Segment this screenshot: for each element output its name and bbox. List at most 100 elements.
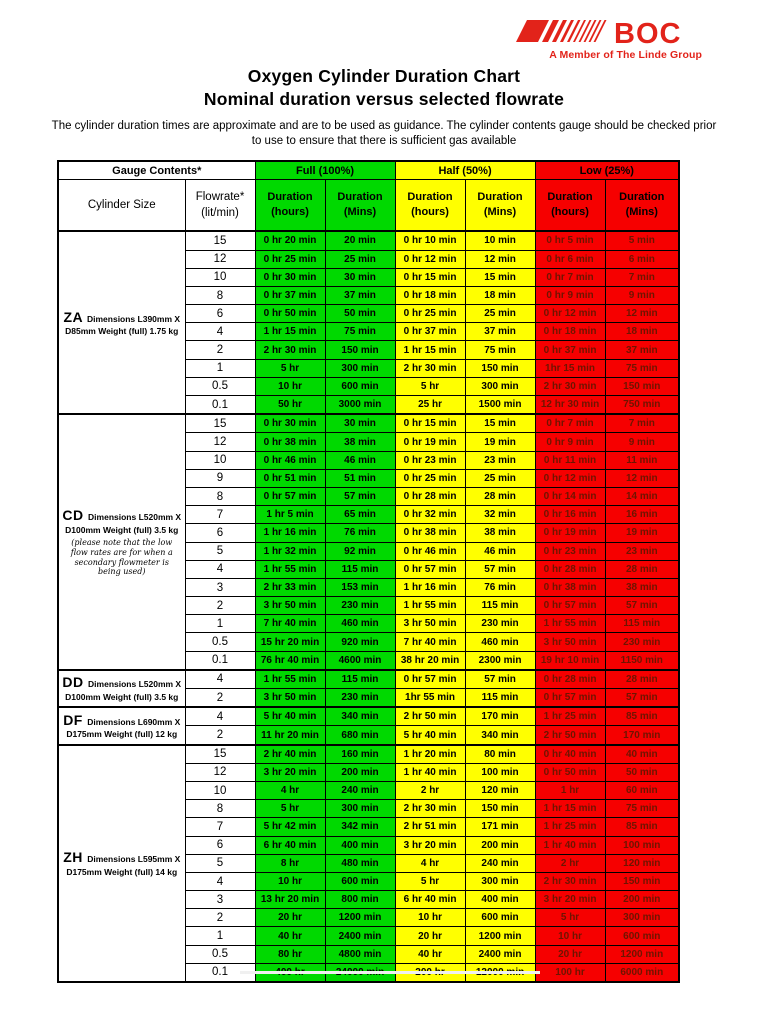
duration-cell: 25 min — [324, 249, 396, 269]
duration-cell: 50 min — [604, 762, 680, 782]
duration-cell: 0 hr 57 min — [394, 668, 466, 690]
duration-cell: 2 hr — [534, 853, 606, 873]
duration-cell: 1 hr 55 min — [534, 614, 606, 634]
duration-cell: 170 min — [604, 725, 680, 746]
duration-cell: 5 hr — [254, 358, 326, 378]
duration-cell: 37 min — [324, 285, 396, 306]
table-row: ZH Dimensions L595mm X D175mm Weight (ful… — [57, 743, 680, 983]
flowrate-cell: 1 — [184, 358, 256, 378]
flowrate-cell: 8 — [184, 486, 256, 507]
duration-cell: 300 min — [464, 376, 536, 397]
duration-cell: 12 hr 30 min — [534, 395, 606, 415]
duration-cell: 5 hr — [534, 908, 606, 928]
duration-cell: 170 min — [464, 706, 536, 727]
duration-cell: 1 hr 55 min — [254, 559, 326, 579]
duration-cell: 115 min — [464, 688, 536, 708]
table-row: 0.1 76 hr 40 min 4600 min 38 hr 20 min 2300 … — [58, 650, 680, 671]
duration-cell: 10 hr — [534, 926, 606, 946]
table-row: ZA Dimensions L390mm X D85mm Weight (full… — [57, 230, 680, 415]
duration-cell: 115 min — [324, 668, 396, 690]
duration-cell: 25 min — [464, 468, 536, 488]
duration-cell: 115 min — [464, 596, 536, 616]
duration-cell: 38 hr 20 min — [394, 650, 466, 671]
mins-label: (Mins) — [483, 206, 517, 219]
flowrate-cell: 4 — [184, 559, 256, 579]
duration-cell: 5 hr — [394, 376, 466, 397]
duration-cell: 160 min — [324, 743, 396, 764]
duration-cell: 12 min — [604, 468, 680, 488]
duration-cell: 0 hr 25 min — [254, 249, 326, 269]
cylinder-note: (please note that the low flow rates are… — [70, 538, 173, 577]
duration-cell: 0 hr 30 min — [254, 413, 326, 434]
duration-cell: 57 min — [324, 486, 396, 507]
cylinder-details-line1: Dimensions L520mm X — [88, 679, 182, 690]
duration-cell: 1 hr — [534, 780, 606, 801]
duration-cell: 0 hr 46 min — [394, 541, 466, 561]
flowrate-cell: 9 — [184, 468, 256, 488]
duration-cell: 38 min — [324, 432, 396, 452]
duration-cell: 75 min — [464, 340, 536, 360]
duration-cell: 600 min — [324, 871, 396, 892]
cylinder-code: CD — [62, 507, 89, 524]
duration-cell: 0 hr 7 min — [534, 267, 606, 287]
duration-cell: 920 min — [324, 632, 396, 652]
page-subtitle: Nominal duration versus selected flowrat… — [203, 89, 565, 109]
flowrate-cell: 10 — [184, 780, 256, 801]
duration-cell: 100 hr — [534, 962, 606, 983]
duration-cell: 2 hr 50 min — [534, 725, 606, 746]
flowrate-header-line2: (lit/min) — [201, 207, 239, 220]
duration-cell: 1 hr 55 min — [394, 596, 466, 616]
duration-cell: 4 hr — [394, 853, 466, 873]
duration-cell: 460 min — [464, 632, 536, 652]
cylinder-details-line1: Dimensions L390mm X — [86, 313, 181, 324]
flowrate-cell: 5 — [184, 541, 256, 561]
duration-cell: 0 hr 40 min — [534, 743, 606, 764]
duration-cell: 0 hr 25 min — [394, 468, 466, 488]
cylinder-details-line1: Dimensions L520mm X — [88, 512, 182, 523]
duration-cell: 2400 min — [324, 926, 396, 946]
cylinder-details-line2: D85mm Weight (full) 1.75 kg — [65, 326, 179, 337]
duration-cell: 85 min — [604, 706, 680, 727]
duration-cell: 230 min — [604, 632, 680, 652]
duration-cell: 0 hr 57 min — [534, 596, 606, 616]
cylinder-details-line2: D175mm Weight (full) 12 kg — [66, 729, 178, 740]
duration-cell: 10 hr — [254, 376, 326, 397]
duration-cell: 76 min — [324, 523, 396, 543]
duration-label: Duration — [407, 190, 453, 203]
flowrate-cell: 5 — [184, 853, 256, 873]
cylinder-details-line2: D175mm Weight (full) 14 kg — [66, 866, 178, 877]
duration-cell: 300 min — [324, 358, 396, 378]
flowrate-cell: 6 — [184, 304, 256, 324]
duration-cell: 0 hr 23 min — [394, 450, 466, 470]
flowrate-cell: 4 — [184, 706, 256, 727]
duration-cell: 9 min — [604, 432, 680, 452]
duration-cell: 3 hr 20 min — [534, 890, 606, 910]
duration-cell: 5 hr — [254, 799, 326, 819]
duration-cell: 0 hr 19 min — [394, 432, 466, 452]
mins-label: (Mins) — [625, 206, 658, 219]
boc-brand-text: BOC — [614, 18, 681, 48]
table-row: 0.1 50 hr 3000 min 25 hr 1500 min 12 hr 30 mi… — [58, 395, 680, 415]
flowrate-cell: 0.1 — [184, 962, 256, 983]
cylinder-details-line2: D100mm Weight (full) 3.5 kg — [65, 524, 179, 535]
flowrate-cell: 12 — [184, 762, 256, 782]
duration-cell: 57 min — [604, 688, 680, 708]
flowrate-cell: 4 — [184, 871, 256, 892]
duration-cell: 0 hr 12 min — [394, 249, 466, 269]
flowrate-cell: 4 — [184, 668, 256, 690]
duration-cell: 23 min — [464, 450, 536, 470]
duration-cell: 7 min — [604, 413, 680, 434]
duration-cell: 12 min — [604, 304, 680, 324]
duration-cell: 600 min — [604, 926, 680, 946]
duration-cell: 5 min — [604, 230, 680, 251]
duration-cell: 0 hr 50 min — [254, 304, 326, 324]
duration-table: Gauge Contents* Full (100%) Half (50%) L… — [57, 160, 681, 984]
flowrate-cell: 0.5 — [184, 376, 256, 397]
duration-cell: 1 hr 15 min — [254, 322, 326, 342]
duration-cell: 0 hr 15 min — [394, 413, 466, 434]
duration-cell: 120 min — [464, 780, 536, 801]
